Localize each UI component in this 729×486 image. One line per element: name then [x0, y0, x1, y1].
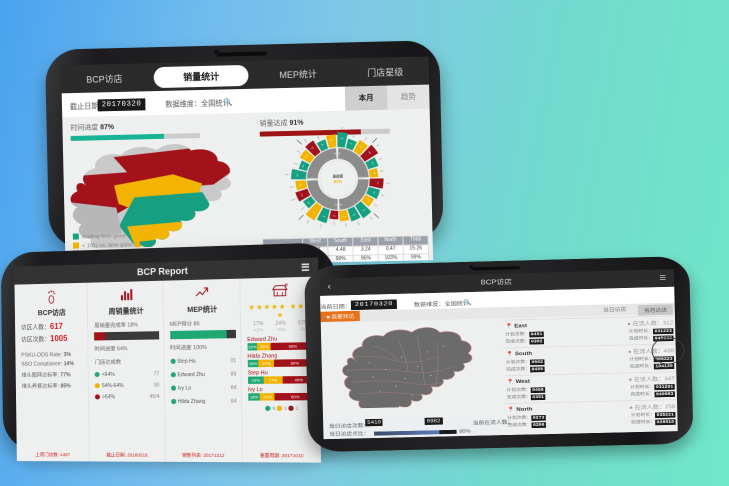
svg-text:CN14: CN14	[306, 219, 310, 224]
svg-text:CN12: CN12	[332, 221, 334, 225]
svg-text:CN10: CN10	[356, 221, 360, 226]
svg-text:North: North	[334, 151, 342, 155]
svg-text:CN18: CN18	[285, 173, 289, 175]
svg-text:CN4: CN4	[379, 158, 383, 161]
svg-text:CN9: CN9	[369, 216, 373, 220]
svg-text:CN0: CN0	[342, 126, 344, 129]
svg-text:CN13: CN13	[319, 223, 322, 228]
svg-text:91%: 91%	[334, 179, 343, 184]
svg-text:CN2: CN2	[365, 137, 369, 141]
svg-text:East: East	[359, 175, 365, 179]
svg-text:West: West	[310, 176, 317, 180]
svg-text:CN1: CN1	[352, 134, 355, 138]
svg-text:CN6: CN6	[386, 183, 389, 185]
svg-text:CN15: CN15	[300, 206, 304, 210]
svg-text:South: South	[335, 202, 343, 206]
svg-text:CN17: CN17	[289, 185, 293, 188]
svg-text:CN22: CN22	[317, 135, 321, 140]
svg-text:总达成: 总达成	[333, 173, 344, 178]
svg-text:CN3: CN3	[376, 144, 380, 148]
svg-text:CN20: CN20	[297, 149, 302, 153]
svg-text:CN19: CN19	[294, 162, 299, 165]
svg-text:CN21: CN21	[304, 138, 308, 142]
svg-text:CN16: CN16	[291, 197, 296, 201]
svg-text:CN11: CN11	[344, 223, 347, 227]
svg-text:CN8: CN8	[373, 204, 377, 208]
svg-text:CN23: CN23	[328, 128, 331, 132]
svg-text:CN5: CN5	[380, 170, 384, 173]
svg-text:CN7: CN7	[381, 194, 385, 197]
